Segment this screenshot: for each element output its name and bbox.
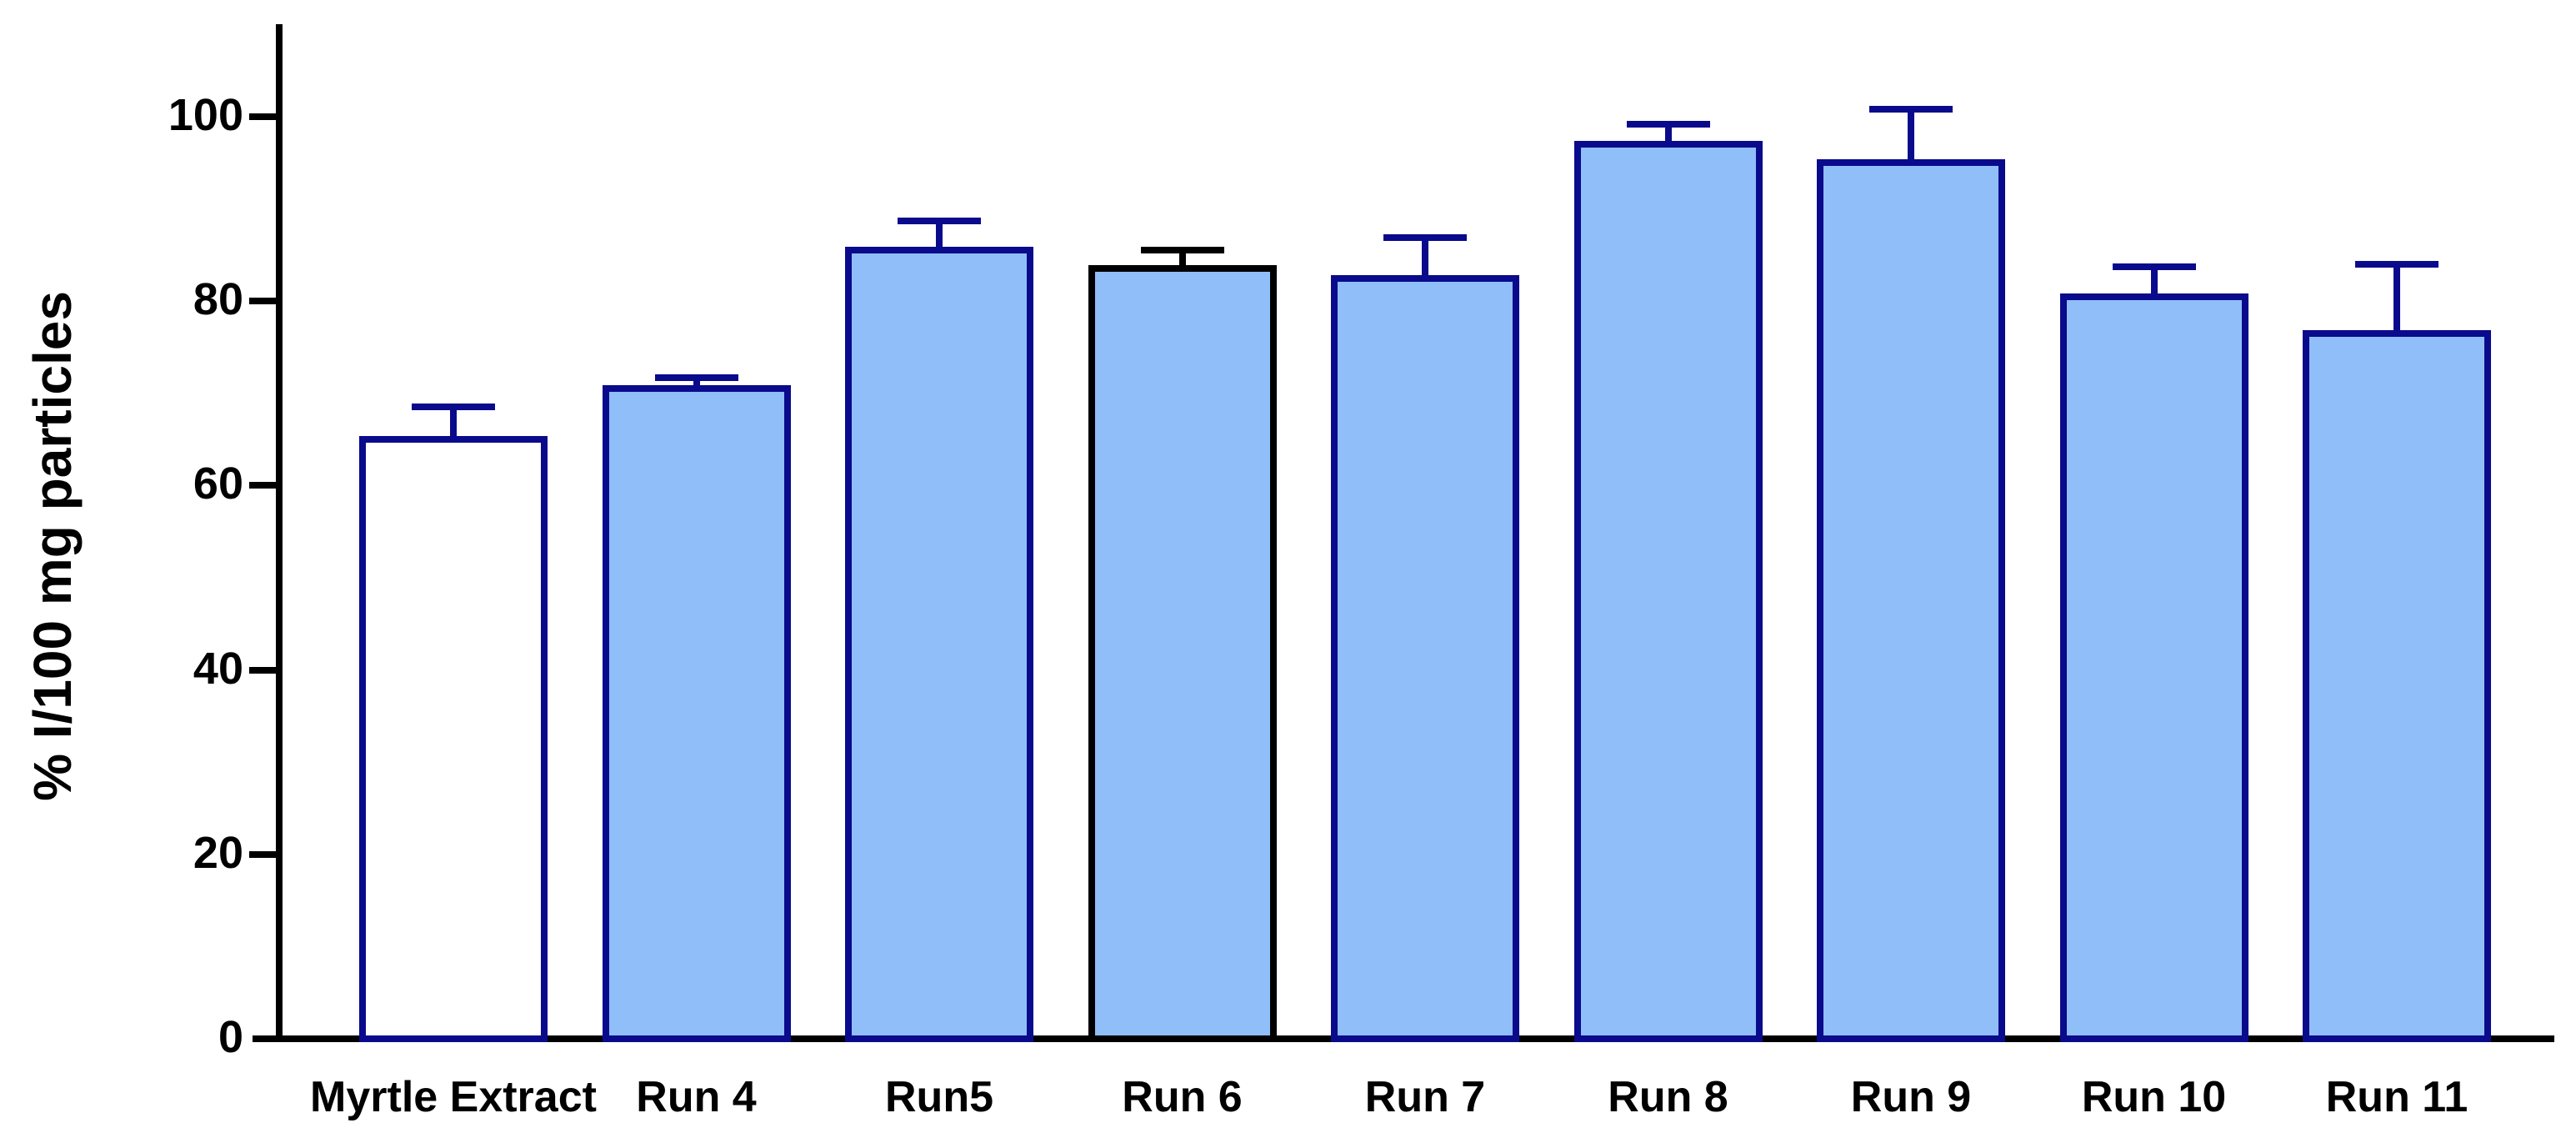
y-tick-label-20: 20: [193, 827, 243, 878]
y-tick-label-0: 0: [218, 1012, 243, 1062]
error-bar-stem-run-8: [1664, 123, 1672, 148]
x-label-run-7: Run 7: [1364, 1073, 1486, 1121]
y-tick-100: [249, 113, 276, 120]
y-tick-label-40: 40: [193, 643, 243, 694]
x-label-run-11: Run 11: [2325, 1073, 2468, 1121]
y-tick-60: [249, 482, 276, 489]
x-label-run-6: Run 6: [1122, 1073, 1243, 1121]
y-tick-label-60: 60: [193, 459, 243, 509]
x-label-myrtle-extract: Myrtle Extract: [310, 1073, 597, 1121]
bar-run-9: [1817, 159, 2005, 1042]
bar-run-6: [1088, 265, 1277, 1042]
error-bar-stem-run-10: [2150, 267, 2158, 300]
bar-run-8: [1573, 141, 1763, 1042]
x-label-run5: Run5: [885, 1073, 993, 1121]
error-bar-cap-run-7: [1383, 233, 1467, 241]
y-tick-label-100: 100: [168, 90, 243, 140]
error-bar-cap-run-10: [2112, 263, 2196, 271]
bar-run-4: [602, 385, 791, 1042]
error-bar-stem-run-6: [1178, 250, 1186, 273]
bar-run-10: [2059, 293, 2248, 1042]
x-label-run-10: Run 10: [2081, 1073, 2227, 1121]
y-tick-20: [249, 850, 276, 858]
error-bar-cap-run-6: [1140, 247, 1224, 254]
error-bar-stem-myrtle-extract: [450, 407, 457, 444]
y-tick-label-80: 80: [193, 274, 243, 325]
y-tick-40: [249, 666, 276, 674]
error-bar-cap-run-4: [654, 373, 738, 381]
error-bar-stem-run-9: [1908, 109, 1914, 167]
error-bar-stem-run-11: [2393, 263, 2400, 337]
error-bar-stem-run-7: [1422, 237, 1428, 282]
y-axis-line: [276, 24, 283, 1042]
bar-run5: [845, 247, 1033, 1042]
error-bar-cap-run-8: [1626, 120, 1710, 128]
x-label-run-9: Run 9: [1850, 1073, 1972, 1121]
error-bar-cap-run5: [898, 217, 981, 224]
error-bar-stem-run-4: [693, 377, 700, 393]
bar-run-7: [1331, 274, 1519, 1042]
error-bar-cap-run-11: [2355, 260, 2438, 268]
error-bar-cap-run-9: [1869, 106, 1953, 113]
error-bar-cap-myrtle-extract: [412, 404, 495, 411]
bar-myrtle-extract: [359, 436, 548, 1042]
error-bar-stem-run5: [936, 220, 943, 254]
y-tick-80: [249, 298, 276, 305]
x-label-run-8: Run 8: [1608, 1073, 1728, 1121]
bar-run-11: [2303, 329, 2491, 1042]
x-label-run-4: Run 4: [636, 1073, 757, 1121]
